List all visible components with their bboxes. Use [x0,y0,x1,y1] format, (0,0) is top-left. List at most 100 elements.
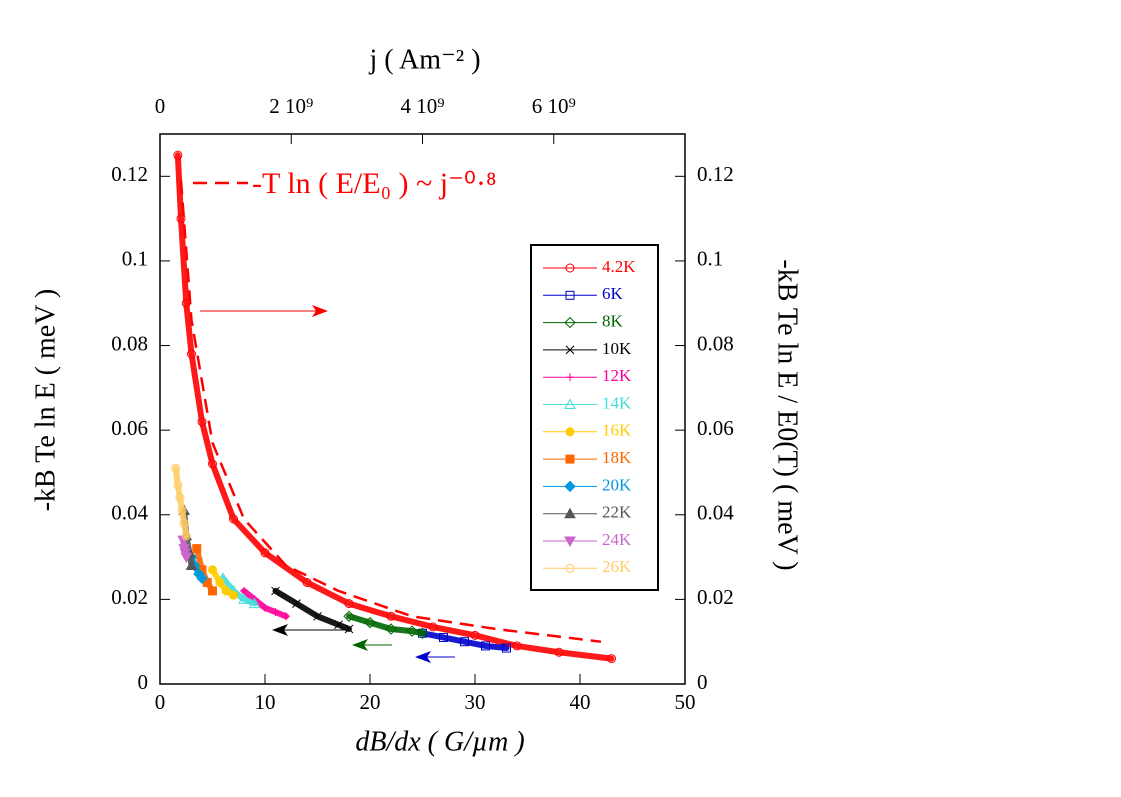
legend-label: 8K [602,312,624,331]
legend-label: 26K [602,557,632,576]
marker [197,417,207,427]
marker [173,480,183,490]
marker [185,559,198,571]
marker [512,641,522,651]
y2-axis-label: -kB Te ln E / E0(T) ( meV ) [772,259,803,570]
marker [215,577,225,587]
marker [564,316,576,329]
y2-tick-label: 0.04 [697,501,734,525]
x-tick-label: 0 [155,690,166,714]
marker [173,150,183,160]
marker [282,612,290,621]
marker [238,593,250,604]
marker [565,345,575,355]
series-line [174,152,615,662]
y-tick-label: 0.04 [111,501,148,525]
legend-label: 4.2K [602,257,636,276]
marker [564,398,576,409]
legend-label: 14K [602,393,632,412]
marker [565,427,575,437]
marker [176,214,186,224]
legend-label: 10K [602,339,632,358]
marker [460,637,469,647]
marker [344,599,354,609]
marker [180,552,193,564]
marker [261,603,269,612]
marker [181,298,191,308]
marker [179,518,189,528]
marker [271,608,280,617]
marker [208,459,217,469]
y2-tick-label: 0 [697,670,708,694]
marker [564,536,576,548]
x2-tick-label: 4 10⁹ [400,94,444,118]
y2-tick-label: 0.12 [697,162,734,186]
legend-label: 18K [602,448,632,467]
marker [302,577,312,587]
x2-tick-label: 0 [155,94,166,118]
legend-label: 22K [602,503,632,522]
legend-box [530,244,659,591]
marker [208,565,217,575]
x-tick-label: 50 [675,690,696,714]
legend-label: 24K [602,530,632,549]
marker [221,586,231,596]
marker [564,507,576,519]
marker [229,514,238,524]
y-tick-label: 0.12 [111,162,148,186]
marker [566,373,574,382]
marker [565,290,575,300]
y2-tick-label: 0.1 [697,247,723,271]
x-tick-label: 20 [360,690,381,714]
marker [439,632,448,642]
marker [502,643,511,653]
x2-tick-label: 6 10⁹ [532,94,576,118]
marker [271,586,280,596]
legend-label: 16K [602,421,632,440]
arrows [200,305,455,663]
x2-tick-label: 2 10⁹ [269,94,313,118]
y-tick-label: 0.1 [122,247,148,271]
series-line [419,630,510,652]
marker [554,647,564,657]
marker [406,625,418,637]
marker [565,263,575,273]
marker [313,611,322,621]
fit-legend-label: -T ln ( E/E₀ ) ~ j⁻⁰·⁸ [252,167,496,200]
x-tick-label: 40 [570,690,591,714]
x2-axis-label: j ( Am⁻² ) [368,44,480,75]
marker [386,611,396,621]
legend-label: 6K [602,284,624,303]
marker [344,624,354,634]
series-line [172,465,190,539]
marker [187,349,196,359]
marker [607,654,616,664]
marker [564,480,576,493]
marker [470,630,480,640]
y-tick-label: 0.08 [111,331,148,355]
y-tick-label: 0.02 [111,585,148,609]
marker [292,599,301,608]
marker [175,493,185,503]
y2-tick-label: 0.08 [697,331,734,355]
marker [229,590,238,600]
marker [385,623,397,635]
x-tick-label: 30 [465,690,486,714]
marker [343,610,355,623]
x-tick-label: 10 [255,690,276,714]
y-tick-label: 0 [138,670,149,694]
x-axis-label: dB/dx ( G/µm ) [355,726,524,757]
marker [334,620,343,630]
marker [208,586,217,596]
marker [196,572,208,584]
marker [416,627,429,639]
y2-tick-label: 0.06 [697,416,734,440]
series-line [346,613,426,637]
marker [177,506,187,516]
marker [481,641,490,651]
marker [192,544,202,554]
marker [565,563,575,573]
y-axis-label: -kB Te ln E ( meV ) [30,289,61,512]
marker [260,548,270,558]
